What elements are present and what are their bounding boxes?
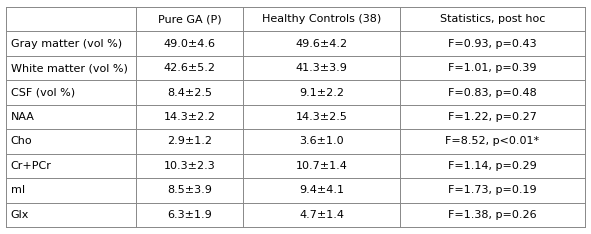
Text: 10.7±1.4: 10.7±1.4 xyxy=(296,161,348,171)
Text: Healthy Controls (38): Healthy Controls (38) xyxy=(262,14,381,24)
Text: 9.1±2.2: 9.1±2.2 xyxy=(299,88,344,98)
Text: CSF (vol %): CSF (vol %) xyxy=(11,88,75,98)
Text: F=0.83, p=0.48: F=0.83, p=0.48 xyxy=(448,88,537,98)
Text: F=1.01, p=0.39: F=1.01, p=0.39 xyxy=(448,63,537,73)
Text: F=1.73, p=0.19: F=1.73, p=0.19 xyxy=(448,185,537,195)
Text: NAA: NAA xyxy=(11,112,34,122)
Text: 10.3±2.3: 10.3±2.3 xyxy=(164,161,216,171)
Text: F=1.38, p=0.26: F=1.38, p=0.26 xyxy=(448,210,537,220)
Text: Pure GA (P): Pure GA (P) xyxy=(158,14,222,24)
Text: 2.9±1.2: 2.9±1.2 xyxy=(167,136,212,146)
Text: Cr+PCr: Cr+PCr xyxy=(11,161,51,171)
Text: 14.3±2.5: 14.3±2.5 xyxy=(296,112,348,122)
Text: 8.5±3.9: 8.5±3.9 xyxy=(167,185,212,195)
Text: mI: mI xyxy=(11,185,25,195)
Text: Cho: Cho xyxy=(11,136,33,146)
Text: Statistics, post hoc: Statistics, post hoc xyxy=(440,14,545,24)
Text: 6.3±1.9: 6.3±1.9 xyxy=(167,210,212,220)
Text: Gray matter (vol %): Gray matter (vol %) xyxy=(11,39,122,49)
Text: Glx: Glx xyxy=(11,210,29,220)
Text: 41.3±3.9: 41.3±3.9 xyxy=(296,63,348,73)
Text: 9.4±4.1: 9.4±4.1 xyxy=(299,185,344,195)
Text: 49.0±4.6: 49.0±4.6 xyxy=(164,39,216,49)
Text: F=0.93, p=0.43: F=0.93, p=0.43 xyxy=(448,39,537,49)
Text: F=8.52, p<0.01*: F=8.52, p<0.01* xyxy=(446,136,540,146)
Text: F=1.14, p=0.29: F=1.14, p=0.29 xyxy=(448,161,537,171)
Text: 49.6±4.2: 49.6±4.2 xyxy=(296,39,348,49)
Text: White matter (vol %): White matter (vol %) xyxy=(11,63,128,73)
Text: 42.6±5.2: 42.6±5.2 xyxy=(164,63,216,73)
Text: 8.4±2.5: 8.4±2.5 xyxy=(167,88,212,98)
Text: F=1.22, p=0.27: F=1.22, p=0.27 xyxy=(448,112,537,122)
Text: 3.6±1.0: 3.6±1.0 xyxy=(299,136,344,146)
Text: 14.3±2.2: 14.3±2.2 xyxy=(164,112,216,122)
Text: 4.7±1.4: 4.7±1.4 xyxy=(299,210,344,220)
